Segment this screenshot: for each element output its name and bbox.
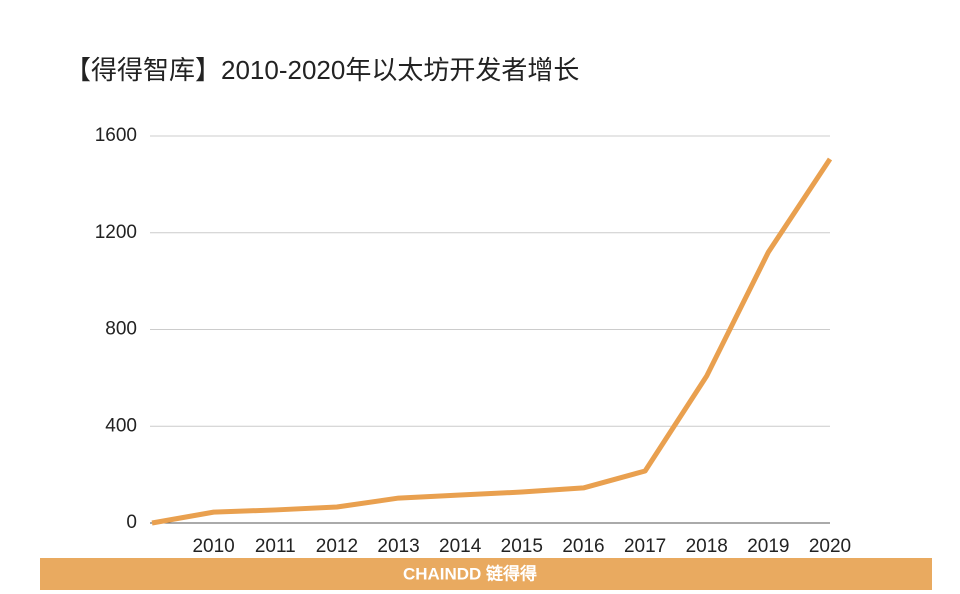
y-tick-label: 800 bbox=[105, 319, 137, 340]
x-tick-label: 2015 bbox=[501, 536, 543, 557]
x-tick-label: 2013 bbox=[377, 536, 419, 557]
chart-title: 【得得智库】2010-2020年以太坊开发者增长 bbox=[65, 55, 579, 85]
x-tick-label: 2010 bbox=[192, 536, 234, 557]
y-tick-label: 400 bbox=[105, 415, 137, 436]
footer-band bbox=[40, 558, 932, 590]
x-tick-label: 2017 bbox=[624, 536, 666, 557]
x-tick-label: 2019 bbox=[747, 536, 789, 557]
x-tick-label: 2018 bbox=[686, 536, 728, 557]
y-tick-label: 1600 bbox=[95, 125, 137, 146]
x-tick-label: 2011 bbox=[255, 536, 296, 557]
y-tick-label: 0 bbox=[126, 512, 137, 533]
y-tick-label: 1200 bbox=[95, 222, 137, 243]
x-tick-label: 2012 bbox=[316, 536, 358, 557]
x-tick-label: 2016 bbox=[562, 536, 604, 557]
data-line bbox=[151, 157, 833, 526]
footer-text: CHAINDD 链得得 bbox=[403, 563, 537, 583]
x-tick-label: 2014 bbox=[439, 536, 482, 557]
x-tick-label: 2020 bbox=[809, 536, 851, 557]
